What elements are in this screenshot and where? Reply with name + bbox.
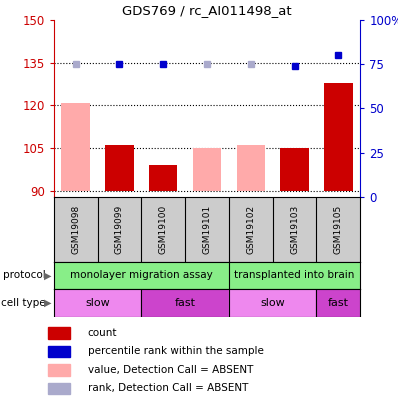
Text: GSM19105: GSM19105 — [334, 205, 343, 254]
Bar — [48, 327, 70, 339]
Text: percentile rank within the sample: percentile rank within the sample — [88, 346, 263, 356]
Bar — [316, 289, 360, 317]
Text: ▶: ▶ — [44, 271, 52, 280]
Text: fast: fast — [328, 298, 349, 308]
Bar — [280, 148, 309, 191]
Text: slow: slow — [85, 298, 110, 308]
Text: GSM19099: GSM19099 — [115, 205, 124, 254]
Text: fast: fast — [175, 298, 195, 308]
Text: GSM19101: GSM19101 — [203, 205, 211, 254]
Text: slow: slow — [260, 298, 285, 308]
Text: GSM19100: GSM19100 — [159, 205, 168, 254]
Bar — [149, 165, 178, 191]
Text: GSM19098: GSM19098 — [71, 205, 80, 254]
Text: value, Detection Call = ABSENT: value, Detection Call = ABSENT — [88, 364, 253, 375]
Bar — [105, 145, 134, 191]
Title: GDS769 / rc_AI011498_at: GDS769 / rc_AI011498_at — [122, 4, 292, 17]
Text: cell type: cell type — [1, 298, 46, 308]
Text: count: count — [88, 328, 117, 338]
Bar — [48, 364, 70, 376]
Bar — [229, 289, 316, 317]
Bar — [48, 346, 70, 357]
Text: rank, Detection Call = ABSENT: rank, Detection Call = ABSENT — [88, 383, 248, 393]
Bar — [48, 383, 70, 394]
Text: protocol: protocol — [3, 271, 46, 280]
Bar — [61, 102, 90, 191]
Bar — [236, 145, 265, 191]
Text: monolayer migration assay: monolayer migration assay — [70, 271, 213, 280]
Bar — [54, 289, 141, 317]
Text: GSM19102: GSM19102 — [246, 205, 255, 254]
Text: ▶: ▶ — [44, 298, 52, 308]
Text: GSM19103: GSM19103 — [290, 205, 299, 254]
Text: transplanted into brain: transplanted into brain — [234, 271, 355, 280]
Bar — [141, 289, 229, 317]
Bar — [193, 148, 221, 191]
Bar — [324, 83, 353, 191]
